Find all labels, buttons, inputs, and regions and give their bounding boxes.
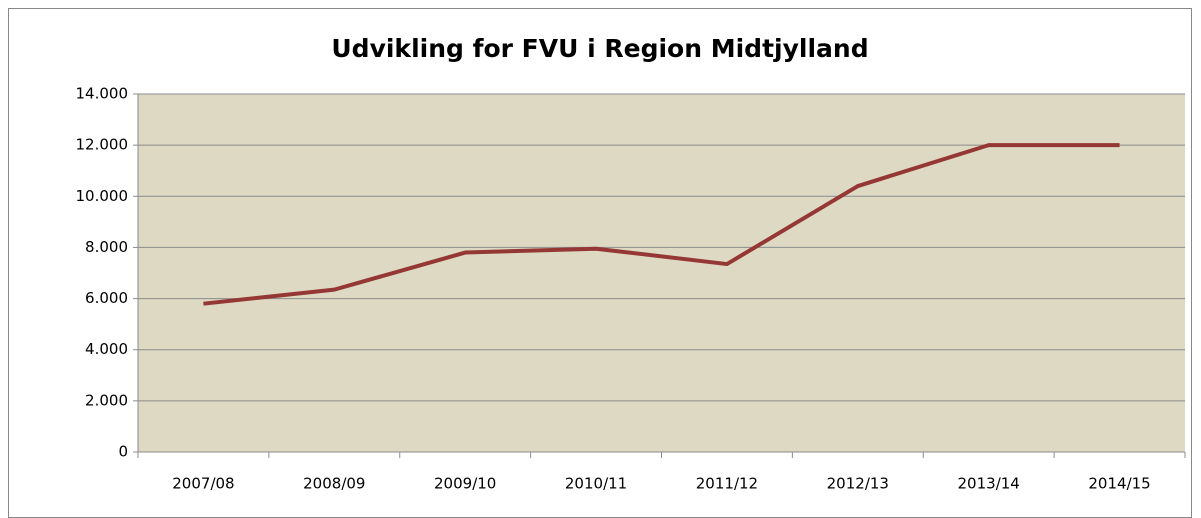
y-tick-label: 0: [118, 443, 128, 461]
y-tick-label: 8.000: [85, 238, 128, 256]
series-line: [203, 143, 1120, 306]
x-tick-label: 2007/08: [172, 475, 234, 493]
x-tick-label: 2009/10: [434, 475, 496, 493]
y-tick-label: 2.000: [85, 391, 128, 409]
y-tick-label: 10.000: [76, 187, 129, 205]
y-tick-label: 6.000: [85, 289, 128, 307]
y-tick-label: 14.000: [76, 85, 129, 103]
x-tick-label: 2014/15: [1088, 475, 1150, 493]
x-tick-label: 2011/12: [696, 475, 758, 493]
x-tick-label: 2008/09: [303, 475, 365, 493]
x-tick-label: 2010/11: [565, 475, 627, 493]
y-tick-label: 12.000: [76, 136, 129, 154]
plot-area: [138, 94, 1185, 452]
x-tick-label: 2013/14: [958, 475, 1020, 493]
chart-title: Udvikling for FVU i Region Midtjylland: [331, 34, 868, 63]
y-tick-label: 4.000: [85, 340, 128, 358]
x-tick-label: 2012/13: [827, 475, 889, 493]
